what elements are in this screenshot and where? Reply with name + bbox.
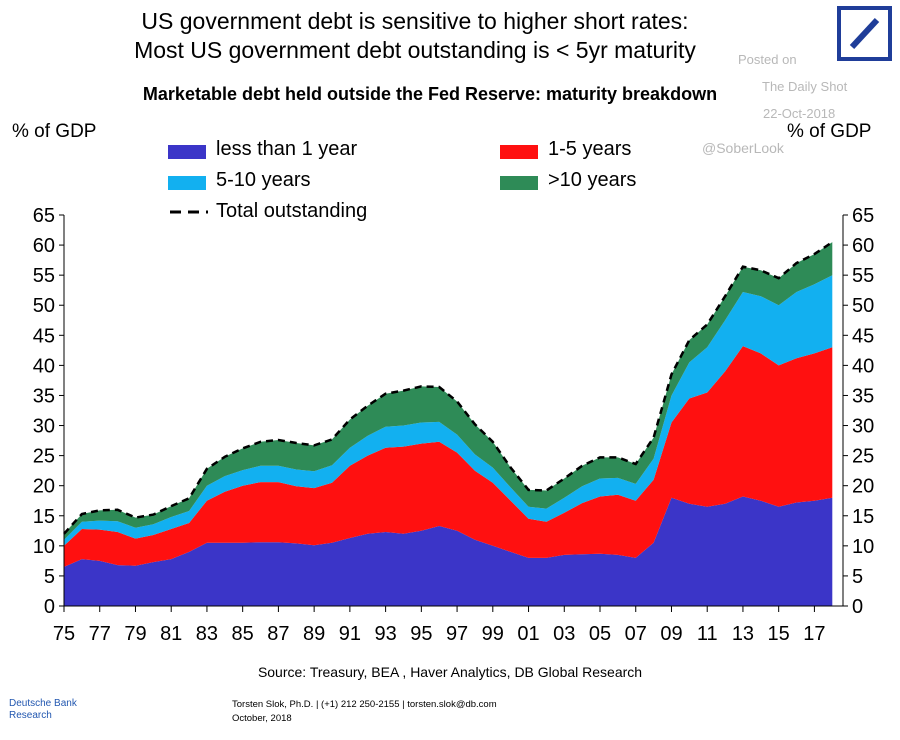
x-tick-label: 85: [232, 623, 254, 645]
total-outstanding-line: [63, 241, 833, 535]
right-axis-unit: % of GDP: [787, 121, 872, 142]
y-tick-label-left: 15: [33, 506, 55, 528]
y-tick-label-left: 45: [33, 325, 55, 347]
x-tick-label: 89: [303, 623, 325, 645]
x-tick-label: 79: [124, 623, 146, 645]
source-note: Source: Treasury, BEA , Haver Analytics,…: [257, 664, 643, 680]
deutsche-bank-logo-icon: [837, 6, 892, 61]
y-tick-label-right: 30: [852, 416, 874, 438]
chart-title: Marketable debt held outside the Fed Res…: [142, 84, 718, 104]
legend-swatch-lt1: [168, 145, 206, 159]
area-series-2: [64, 346, 833, 567]
x-tick-label: 11: [697, 623, 718, 645]
legend-label-total: Total outstanding: [216, 200, 368, 222]
y-tick-label-left: 25: [33, 446, 55, 468]
legend-swatch-1to5: [500, 145, 538, 159]
y-tick-label-right: 10: [852, 536, 874, 558]
y-tick-label-left: 5: [44, 566, 55, 588]
x-tick-label: 99: [482, 623, 504, 645]
y-tick-label-right: 0: [852, 596, 863, 618]
y-tick-label-right: 55: [852, 265, 874, 287]
legend-label-gt10: >10 years: [548, 169, 637, 191]
watermark-source: The Daily Shot: [762, 79, 848, 94]
brand-line-2: Research: [9, 710, 52, 721]
x-tick-label: 95: [410, 623, 432, 645]
y-tick-label-right: 60: [852, 235, 874, 257]
deutsche-bank-research-brand: Deutsche Bank Research: [9, 698, 77, 722]
x-tick-label: 15: [768, 623, 790, 645]
y-tick-label-right: 50: [852, 295, 874, 317]
area-series-4: [64, 242, 833, 540]
watermark-posted-on: Posted on: [738, 52, 797, 67]
x-tick-label: 13: [732, 623, 754, 645]
x-tick-label: 09: [660, 623, 682, 645]
y-tick-label-left: 30: [33, 416, 55, 438]
watermark-handle: @SoberLook: [702, 140, 784, 156]
x-tick-label: 91: [339, 623, 361, 645]
legend-dashed-line: [170, 210, 208, 214]
headline-line-1: US government debt is sensitive to highe…: [141, 8, 689, 34]
author-contact: Torsten Slok, Ph.D. | (+1) 212 250-2155 …: [232, 699, 497, 710]
y-tick-label-left: 55: [33, 265, 55, 287]
legend-label-lt1: less than 1 year: [216, 138, 358, 160]
y-tick-label-right: 40: [852, 355, 874, 377]
y-tick-label-left: 0: [44, 596, 55, 618]
y-tick-label-right: 25: [852, 446, 874, 468]
y-tick-label-right: 20: [852, 476, 874, 498]
x-tick-label: 87: [267, 623, 289, 645]
y-tick-label-right: 65: [852, 205, 874, 227]
y-tick-label-left: 40: [33, 355, 55, 377]
area-series-1: [64, 496, 833, 606]
y-tick-label-left: 65: [33, 205, 55, 227]
left-axis-unit: % of GDP: [12, 121, 97, 142]
legend-label-1to5: 1-5 years: [548, 138, 632, 160]
x-tick-label: 81: [160, 623, 182, 645]
x-tick-label: 83: [196, 623, 218, 645]
area-series-3: [64, 275, 833, 546]
y-tick-label-left: 10: [33, 536, 55, 558]
x-tick-label: 01: [517, 623, 539, 645]
y-tick-label-left: 35: [33, 385, 55, 407]
y-tick-label-left: 20: [33, 476, 55, 498]
y-tick-label-left: 50: [33, 295, 55, 317]
y-tick-label-right: 35: [852, 385, 874, 407]
y-tick-label-right: 15: [852, 506, 874, 528]
legend-label-5to10: 5-10 years: [216, 169, 311, 191]
x-tick-label: 03: [553, 623, 575, 645]
brand-line-1: Deutsche Bank: [9, 698, 77, 709]
y-tick-label-right: 45: [852, 325, 874, 347]
x-tick-label: 07: [625, 623, 647, 645]
headline-line-2: Most US government debt outstanding is <…: [134, 37, 696, 63]
y-tick-label-left: 60: [33, 235, 55, 257]
y-tick-label-right: 5: [852, 566, 863, 588]
x-tick-label: 77: [89, 623, 111, 645]
footer-date: October, 2018: [232, 713, 292, 724]
legend-swatch-5to10: [168, 176, 206, 190]
x-tick-label: 05: [589, 623, 611, 645]
watermark-date: 22-Oct-2018: [763, 106, 836, 121]
x-tick-label: 97: [446, 623, 468, 645]
x-tick-label: 93: [374, 623, 396, 645]
x-tick-label: 75: [53, 623, 75, 645]
x-tick-label: 17: [803, 623, 825, 645]
legend-swatch-gt10: [500, 176, 538, 190]
